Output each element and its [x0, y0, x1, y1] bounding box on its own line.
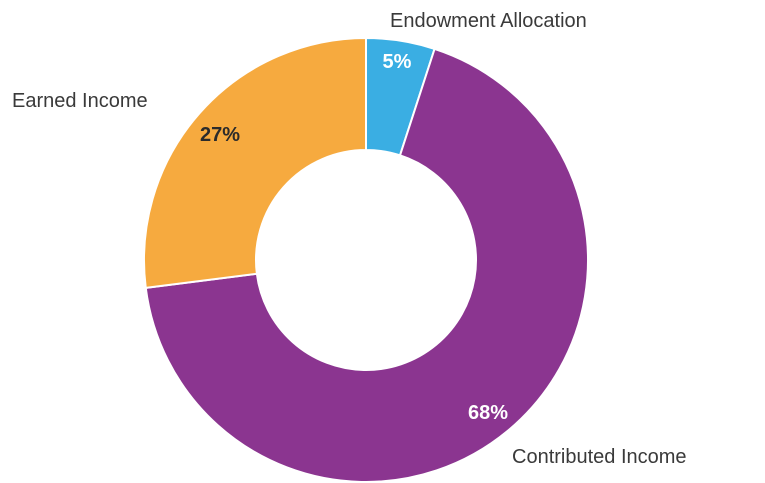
value-label-earned-income: 27% — [200, 124, 240, 146]
category-label-endowment-allocation: Endowment Allocation — [390, 10, 587, 32]
slice-contributed-income — [144, 47, 589, 483]
category-label-contributed-income: Contributed Income — [512, 446, 687, 468]
value-label-contributed-income: 68% — [468, 402, 508, 424]
labels-group: Endowment Allocation Contributed Income … — [12, 10, 687, 468]
slices-group — [143, 36, 589, 483]
value-label-endowment-allocation: 5% — [383, 51, 412, 73]
slice-earned-income — [143, 36, 367, 289]
category-label-earned-income: Earned Income — [12, 90, 148, 112]
